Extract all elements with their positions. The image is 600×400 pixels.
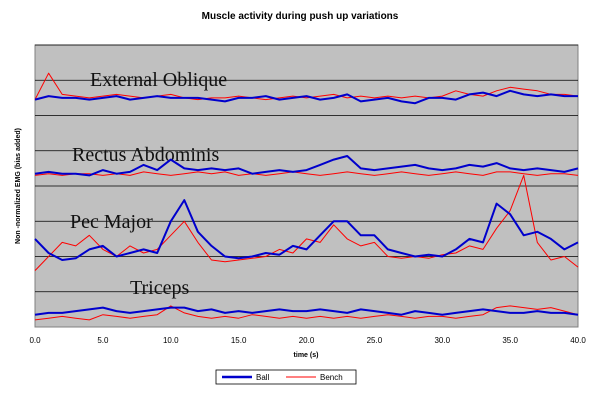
series-line-ball-external-oblique <box>34 89 578 105</box>
x-tick-label: 35.0 <box>502 336 518 345</box>
series-line-ball-pec-major <box>34 199 579 261</box>
x-tick-label: 40.0 <box>570 336 586 345</box>
series-line-ball-triceps <box>34 306 579 316</box>
series-line-bench-triceps <box>34 305 579 321</box>
y-axis-label: Non -normalized EMG (bias added) <box>15 128 22 244</box>
x-tick-label: 5.0 <box>97 336 109 345</box>
legend: Ball Bench <box>215 369 357 385</box>
panel-labels: External Oblique Rectus Abdominis Pec Ma… <box>70 69 227 299</box>
x-tick-label: 0.0 <box>29 336 41 345</box>
x-tick-label: 10.0 <box>163 336 179 345</box>
gridlines <box>35 44 578 293</box>
panel-label-pec-major: Pec Major <box>70 211 153 233</box>
x-tick-label: 25.0 <box>367 336 383 345</box>
panel-label-external-oblique: External Oblique <box>90 69 227 91</box>
x-axis-label: time (s) <box>294 352 319 359</box>
x-tick-label: 15.0 <box>231 336 247 345</box>
legend-label-ball: Ball <box>256 373 270 382</box>
x-tick-label: 30.0 <box>434 336 450 345</box>
panel-label-triceps: Triceps <box>130 277 189 299</box>
panel-label-rectus-abdominis: Rectus Abdominis <box>72 144 219 166</box>
series-line-bench-rectus-abdominis <box>34 171 579 176</box>
x-axis-ticks: 0.0 5.0 10.0 15.0 20.0 25.0 30.0 35.0 40.0 <box>29 336 586 345</box>
series-lines <box>34 72 579 321</box>
legend-label-bench: Bench <box>320 373 343 382</box>
series-line-ball-rectus-abdominis <box>34 155 579 177</box>
x-tick-label: 20.0 <box>299 336 315 345</box>
series-line-bench-pec-major <box>34 174 579 271</box>
chart-title: Muscle activity during push up variation… <box>202 11 399 22</box>
